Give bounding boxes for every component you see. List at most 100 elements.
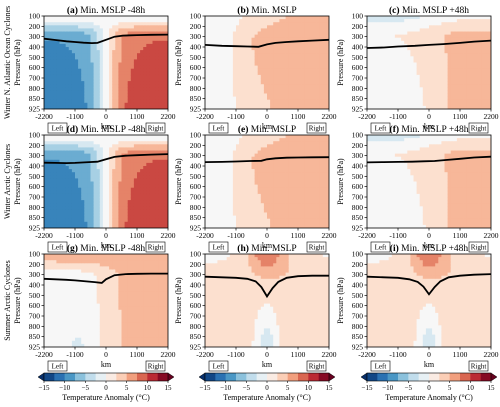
panel-title: (h) Min. MSLP (237, 243, 296, 254)
y-tick-label: 500 (29, 172, 41, 181)
right-label: Right (309, 363, 325, 371)
y-tick-label: 500 (190, 53, 202, 62)
colorbar-swatch (439, 373, 450, 381)
panel-title: (c) Min. MSLP +48h (389, 5, 469, 16)
y-tick-label: 200 (29, 22, 41, 31)
y-tick-label: 200 (352, 260, 364, 269)
y-tick-label: 100 (190, 12, 202, 21)
x-tick-label: -1100 (227, 350, 244, 359)
heatmap-field (367, 254, 491, 347)
y-tick-label: 300 (190, 151, 202, 160)
y-tick-label: 600 (190, 301, 202, 310)
heatmap-field (367, 135, 491, 228)
y-tick-label: 400 (190, 162, 202, 171)
y-axis-label: Pressure (hPa) (336, 277, 345, 324)
heatmap-panel: (c) Min. MSLP +48h1002003004005006007008… (336, 5, 499, 134)
x-tick-label: 1100 (453, 112, 468, 121)
y-tick-label: 100 (29, 250, 41, 259)
heatmap-panel: (i) Min. MSLP +48h1002003004005006007008… (336, 243, 499, 372)
left-label: Left (375, 244, 387, 252)
y-tick-label: 800 (29, 84, 41, 93)
x-tick-label: -2200 (358, 231, 376, 240)
y-tick-label: 100 (352, 12, 364, 21)
x-tick-label: -1100 (227, 231, 244, 240)
x-tick-label: 2200 (484, 112, 499, 121)
x-tick-label: 0 (104, 231, 108, 240)
x-tick-label: -1100 (389, 112, 406, 121)
x-tick-label: 2200 (161, 350, 176, 359)
colorbar-tick-label: 15 (488, 384, 496, 392)
y-tick-label: 850 (352, 213, 364, 222)
right-label: Right (148, 125, 164, 133)
colorbar-swatch (64, 373, 76, 381)
right-label: Right (471, 363, 487, 371)
x-tick-label: 1100 (130, 350, 145, 359)
colorbar-tick-label: −15 (200, 384, 211, 392)
x-tick-label: 0 (104, 350, 108, 359)
left-label: Left (52, 125, 64, 133)
y-tick-label: 100 (352, 250, 364, 259)
y-tick-label: 600 (352, 182, 364, 191)
colorbar-swatch (157, 373, 169, 381)
left-label: Left (213, 125, 225, 133)
colorbar-swatch (95, 373, 107, 381)
x-tick-label: -1100 (66, 112, 83, 121)
heatmap-panel: (a) Min. MSLP -48h1002003004005006007008… (13, 5, 176, 134)
y-tick-label: 700 (190, 74, 202, 83)
colorbar-swatch (460, 373, 471, 381)
y-tick-label: 400 (29, 281, 41, 290)
left-label-box (208, 122, 229, 134)
colorbar-swatch (205, 373, 216, 381)
y-tick-label: 850 (352, 332, 364, 341)
colorbar-swatch (126, 373, 138, 381)
colorbar-max-extend (490, 372, 498, 382)
heatmap-field (367, 16, 491, 109)
colorbar-swatch (387, 373, 399, 381)
left-label-box (47, 360, 68, 372)
colorbar-min-extend (360, 372, 368, 382)
colorbar-swatch (277, 373, 288, 381)
colorbar-swatch (398, 373, 409, 381)
colorbar-tick-label: 10 (305, 384, 313, 392)
y-tick-label: 400 (29, 162, 41, 171)
colorbar-swatch (116, 373, 127, 381)
heatmap-panel: (g) Min. MSLP -48h1002003004005006007008… (13, 243, 176, 372)
left-label: Left (213, 244, 225, 252)
x-tick-label: 2200 (322, 112, 337, 121)
y-tick-label: 300 (352, 151, 364, 160)
colorbar: −15 −10 −5 0 5 10 15 Temperature Anomaly (°C) (37, 372, 175, 402)
right-label-box (306, 122, 327, 134)
y-tick-label: 800 (190, 203, 202, 212)
left-label: Left (52, 244, 64, 252)
x-tick-label: 1100 (130, 231, 145, 240)
y-tick-label: 500 (29, 53, 41, 62)
heatmap-field (44, 254, 168, 347)
y-tick-label: 700 (352, 74, 364, 83)
x-tick-label: -2200 (35, 231, 53, 240)
x-tick-label: -2200 (196, 350, 214, 359)
colorbar-swatch (470, 373, 481, 381)
tropopause-line (44, 272, 168, 284)
colorbar-swatch (287, 373, 299, 381)
left-label-box (370, 122, 391, 134)
y-tick-label: 850 (29, 213, 41, 222)
x-tick-label: -1100 (66, 350, 83, 359)
y-tick-label: 800 (190, 84, 202, 93)
x-tick-label: -2200 (35, 112, 53, 121)
colorbar-swatch (54, 373, 65, 381)
left-label: Left (213, 363, 225, 371)
tropopause-line (205, 156, 329, 163)
y-tick-label: 925 (352, 224, 364, 233)
colorbar-swatch (267, 373, 278, 381)
y-axis-label: Pressure (hPa) (336, 39, 345, 86)
x-tick-label: 2200 (484, 350, 499, 359)
colorbar-tick-label: −10 (59, 384, 70, 392)
x-tick-label: -1100 (389, 231, 406, 240)
y-tick-label: 400 (190, 43, 202, 52)
y-tick-label: 400 (352, 162, 364, 171)
colorbar-swatch (147, 373, 158, 381)
y-tick-label: 850 (190, 94, 202, 103)
x-tick-label: 0 (265, 231, 269, 240)
y-tick-label: 500 (190, 172, 202, 181)
